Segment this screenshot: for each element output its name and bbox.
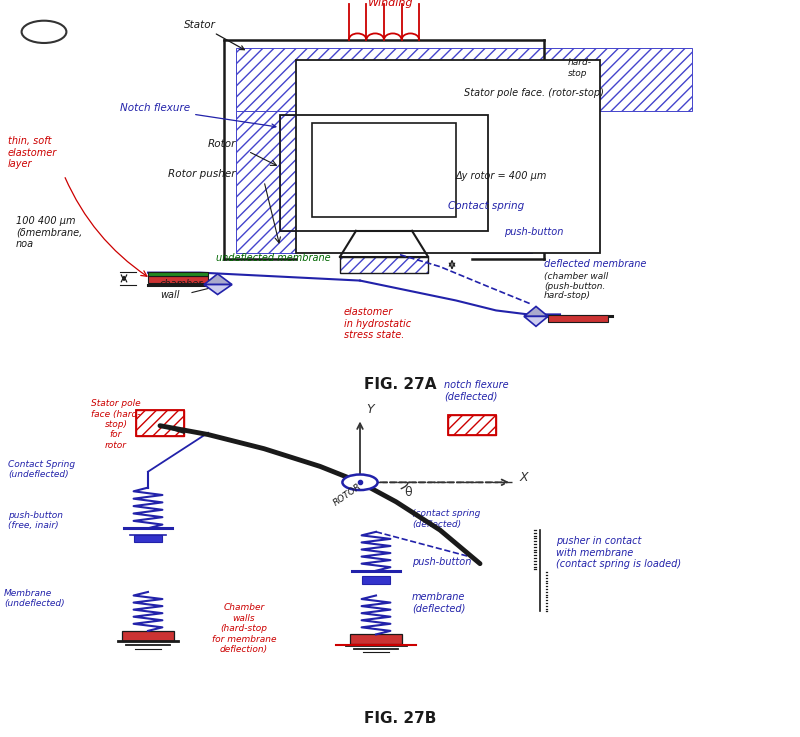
Text: Δy rotor = 400 μm: Δy rotor = 400 μm [456, 171, 547, 181]
Bar [148, 276, 208, 283]
Text: Notch flexure: Notch flexure [120, 103, 276, 128]
Text: elastomer
in hydrostatic
stress state.: elastomer in hydrostatic stress state. [344, 307, 411, 340]
Text: undeflected membrane: undeflected membrane [216, 253, 330, 262]
Text: X: X [520, 470, 529, 483]
Polygon shape [204, 284, 232, 295]
Text: push-button: push-button [412, 557, 471, 567]
Bar [472, 62, 532, 253]
Bar [362, 576, 390, 584]
Bar [134, 534, 162, 542]
Text: Contact spring: Contact spring [448, 201, 524, 211]
Text: θ: θ [404, 486, 412, 499]
Circle shape [22, 21, 66, 43]
Bar [448, 415, 496, 435]
Text: pusher in contact
with membrane
(contact spring is loaded): pusher in contact with membrane (contact… [556, 536, 681, 569]
Bar [236, 48, 692, 111]
Text: (chamber wall: (chamber wall [544, 272, 608, 281]
Text: (push-button.: (push-button. [544, 282, 606, 290]
Text: push-button: push-button [504, 227, 563, 237]
Bar [280, 116, 488, 231]
Bar [236, 62, 296, 253]
Text: hard-
stop: hard- stop [568, 58, 592, 77]
Text: membrane
(deflected): membrane (deflected) [412, 592, 466, 613]
Bar [280, 116, 488, 231]
Text: Y: Y [366, 403, 374, 416]
Bar [350, 635, 402, 644]
Text: Stator pole
face (hard-
stop)
for
rotor: Stator pole face (hard- stop) for rotor [91, 399, 141, 450]
Bar [136, 410, 184, 436]
Text: push-button
(free, inair): push-button (free, inair) [8, 511, 63, 531]
Text: (contact spring
(deflected): (contact spring (deflected) [412, 509, 480, 528]
Circle shape [342, 475, 378, 490]
Text: thin, soft
elastomer
layer: thin, soft elastomer layer [8, 136, 58, 170]
Polygon shape [524, 307, 548, 316]
Text: 100 400 μm
(δmembrane,
noa: 100 400 μm (δmembrane, noa [16, 215, 82, 249]
Text: Winding: Winding [368, 0, 414, 8]
Bar [340, 256, 428, 273]
Text: Rotor: Rotor [208, 139, 236, 150]
Bar [448, 415, 496, 435]
Text: Contact Spring
(undeflected): Contact Spring (undeflected) [8, 460, 75, 479]
Text: Stator pole face. (rotor-stop): Stator pole face. (rotor-stop) [464, 88, 604, 97]
Bar [312, 193, 456, 217]
Text: Stator: Stator [184, 20, 244, 49]
Text: deflected membrane: deflected membrane [544, 259, 646, 269]
Bar [148, 272, 208, 276]
Text: Rotor pusher: Rotor pusher [168, 169, 235, 179]
Text: FIG. 27B: FIG. 27B [364, 711, 436, 727]
Bar [136, 410, 184, 436]
Bar [312, 123, 456, 217]
Text: ROTOR: ROTOR [332, 481, 364, 507]
Bar [296, 60, 600, 253]
Polygon shape [204, 274, 232, 284]
Text: hard-stop): hard-stop) [544, 292, 591, 301]
Text: chamber
wall: chamber wall [160, 279, 203, 301]
Text: notch flexure
(deflected): notch flexure (deflected) [444, 380, 509, 401]
Text: Chamber
walls
(hard-stop
for membrane
deflection): Chamber walls (hard-stop for membrane de… [212, 604, 276, 654]
Bar [548, 315, 608, 322]
Text: Membrane
(undeflected): Membrane (undeflected) [4, 589, 65, 608]
Polygon shape [524, 316, 548, 326]
Text: FIG. 27A: FIG. 27A [364, 377, 436, 392]
Bar [340, 256, 428, 273]
Bar [122, 631, 174, 640]
